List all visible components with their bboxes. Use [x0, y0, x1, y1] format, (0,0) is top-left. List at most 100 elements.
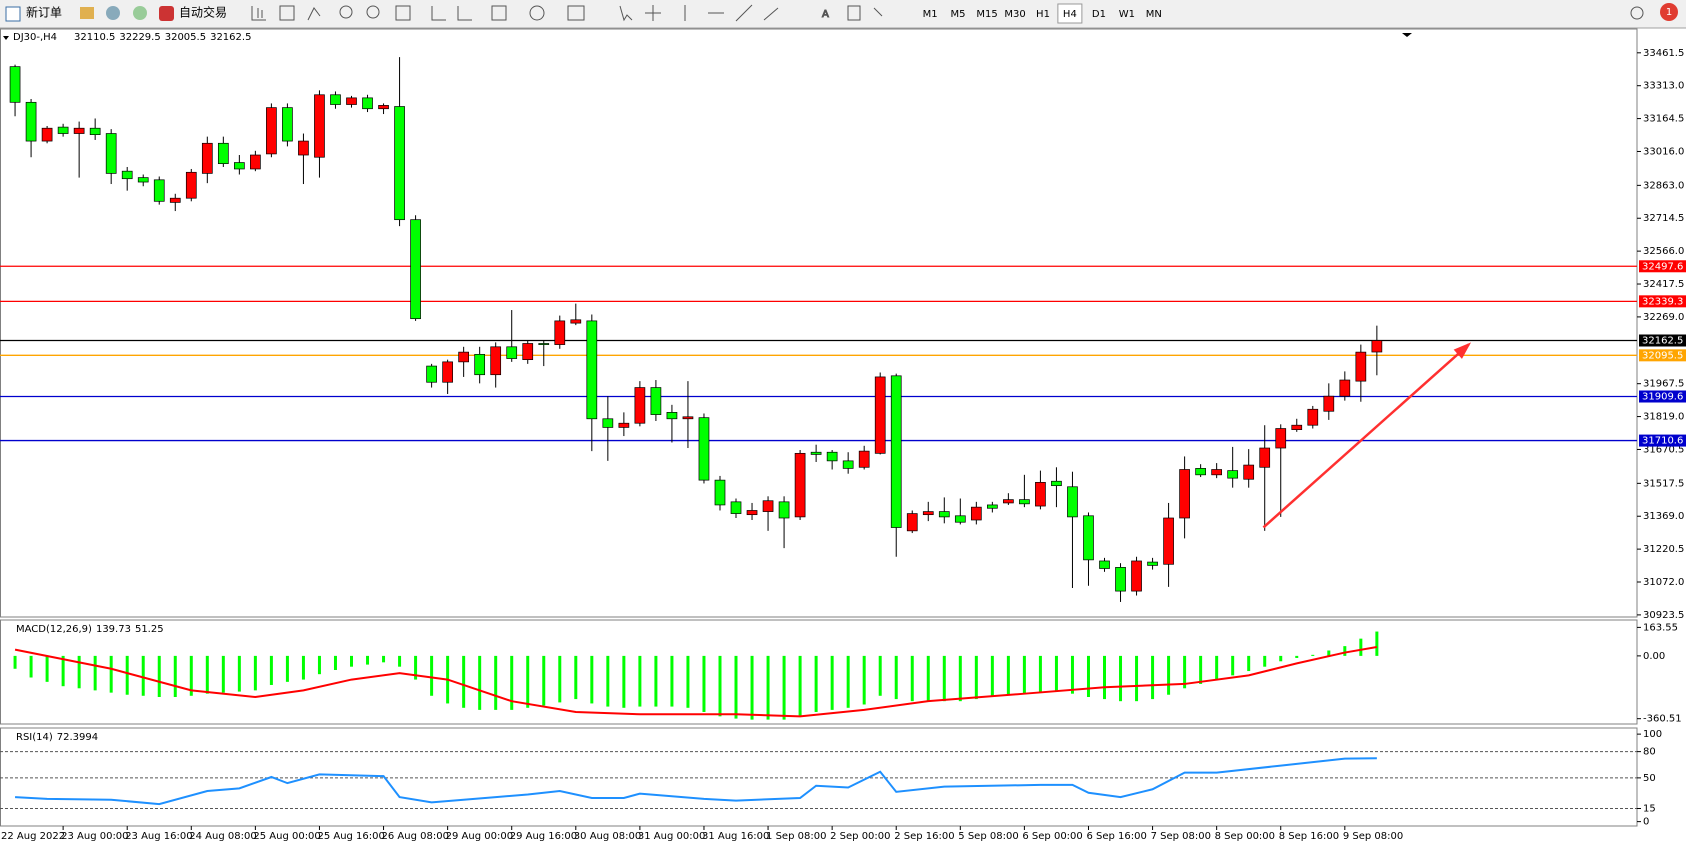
timeframe-button[interactable]: M5 [951, 9, 966, 20]
candle-body [618, 422, 630, 428]
x-tick-label: 31 Aug 00:00 [638, 831, 705, 842]
x-tick-label: 31 Aug 16:00 [702, 831, 769, 842]
y-tick-label: 80 [1643, 747, 1656, 758]
candle-body [506, 346, 518, 359]
toolbar-tools[interactable]: A [251, 4, 883, 22]
candle-body [1371, 340, 1383, 353]
y-tick-label: 31967.5 [1643, 379, 1684, 390]
candle-body [698, 417, 710, 481]
toolbar-icon[interactable] [106, 6, 120, 20]
candle-body [970, 506, 982, 521]
candle-body [394, 106, 405, 221]
macd-signal [14, 645, 1378, 718]
candle-body [89, 127, 101, 135]
auto-trading-icon[interactable] [159, 6, 174, 21]
candle-body [458, 351, 469, 363]
candle-body [1147, 561, 1158, 566]
candle-body [346, 97, 357, 105]
shift-marker [1402, 33, 1412, 37]
candle-body [938, 511, 950, 518]
candle-body [682, 416, 694, 420]
x-tick-label: 26 Aug 08:00 [382, 831, 449, 842]
candle-body [954, 515, 966, 523]
candle-body [153, 179, 165, 202]
candle-body [1195, 468, 1206, 476]
timeframe-button[interactable]: H1 [1036, 9, 1050, 20]
candle-body [1163, 517, 1174, 565]
new-order-icon[interactable] [5, 6, 21, 22]
symbol: DJ30-,H4 [13, 32, 57, 43]
candle-body [906, 513, 918, 532]
notification-badge[interactable] [1660, 3, 1678, 21]
candle-body [554, 320, 566, 345]
candle-body [634, 387, 646, 424]
ohlc-header: 32110.5 32229.5 32005.5 32162.5 [74, 32, 251, 43]
level-label-bg [1639, 334, 1686, 347]
candle-body [1227, 470, 1239, 479]
ohlc-value: 32162.5 [210, 32, 251, 43]
toolbar-icon[interactable] [133, 6, 147, 20]
candle-body [730, 501, 742, 514]
candle-body [266, 107, 277, 155]
y-tick-label: 30923.5 [1643, 610, 1684, 621]
y-tick-label: 32863.0 [1643, 180, 1684, 191]
x-tick-label: 1 Sep 08:00 [766, 831, 826, 842]
level-label-bg [1639, 295, 1686, 308]
x-tick-label: 23 Aug 00:00 [61, 831, 128, 842]
search-icon[interactable] [1630, 6, 1644, 20]
x-tick-label: 6 Sep 00:00 [1022, 831, 1082, 842]
timeframe-button[interactable]: W1 [1119, 9, 1135, 20]
timeframe-button[interactable]: M30 [1004, 9, 1025, 20]
auto-trading[interactable]: 自动交易 [179, 5, 227, 20]
timeframe-button[interactable]: H4 [1063, 9, 1077, 20]
y-tick-label: 33313.0 [1643, 81, 1684, 92]
indicator-header: RSI(14) 72.3994 [16, 732, 98, 743]
panel-frame [0, 727, 1638, 827]
y-tick-label: 33461.5 [1643, 48, 1684, 59]
candle-body [602, 418, 614, 428]
candle-body [1275, 428, 1287, 449]
candle-body [41, 127, 53, 142]
x-tick-label: 22 Aug 2022 [1, 831, 65, 842]
candle-body [282, 107, 293, 142]
candle-body [842, 460, 854, 469]
candle-body [762, 500, 774, 512]
header-value: 51.25 [135, 624, 164, 635]
candle-body [25, 101, 37, 142]
x-tick-label: 25 Aug 16:00 [317, 831, 384, 842]
candle-body [57, 126, 69, 134]
level-label: 31909.6 [1642, 392, 1683, 403]
candle-body [1003, 499, 1014, 504]
x-tick-label: 5 Sep 08:00 [958, 831, 1018, 842]
candle-body [1035, 481, 1046, 507]
candle-body [1339, 379, 1351, 397]
candle-body [1099, 560, 1110, 569]
candle-body [121, 170, 133, 180]
candle-body [1179, 469, 1190, 519]
candle-body [234, 162, 245, 170]
new-order[interactable]: 新订单 [26, 5, 62, 20]
candle-body [410, 219, 421, 320]
timeframe-button[interactable]: M1 [923, 9, 938, 20]
candle-body [874, 376, 886, 454]
level-label-bg [1639, 260, 1686, 273]
level-label: 31710.6 [1642, 436, 1683, 447]
x-tick-label: 2 Sep 16:00 [894, 831, 954, 842]
candle-body [586, 320, 598, 420]
panel-frame [0, 28, 1638, 618]
candle-body [1323, 395, 1335, 412]
toolbar [0, 0, 1686, 28]
candle-body [314, 94, 325, 158]
y-tick-label: 31220.5 [1643, 544, 1684, 555]
timeframe-button[interactable]: M15 [976, 9, 997, 20]
level-label: 32339.3 [1642, 296, 1683, 307]
timeframe-button[interactable]: MN [1146, 9, 1162, 20]
candle-body [1211, 469, 1223, 476]
y-tick-label: 0.00 [1643, 651, 1665, 662]
toolbar-icon[interactable] [80, 7, 94, 19]
level-label: 32162.5 [1642, 335, 1683, 346]
candle-body [201, 142, 213, 174]
timeframe-button[interactable]: D1 [1092, 9, 1106, 20]
candle-body [378, 105, 389, 110]
